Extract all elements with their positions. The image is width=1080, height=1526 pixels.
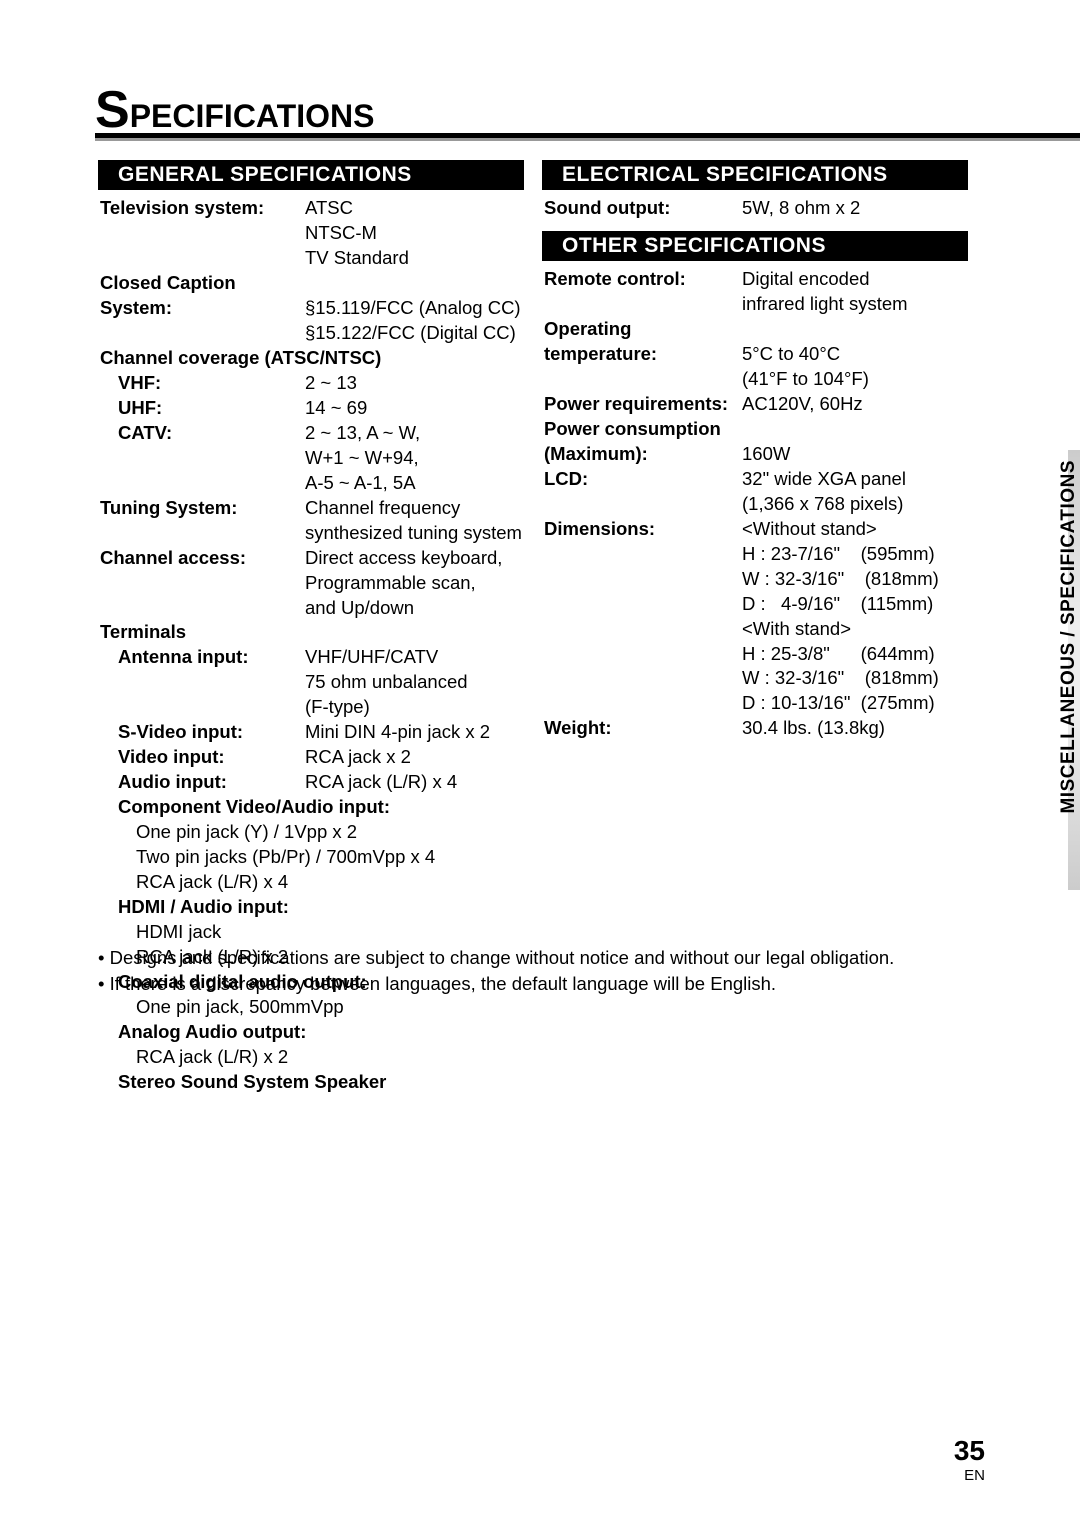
access-v1: Direct access keyboard, bbox=[305, 546, 522, 571]
coverage-label: Channel coverage (ATSC/NTSC) bbox=[100, 346, 522, 371]
uhf-label: UHF: bbox=[118, 396, 305, 421]
catv-v1: 2 ~ 13, A ~ W, bbox=[305, 421, 522, 446]
dim-w: <With stand> bbox=[742, 617, 966, 642]
page-number-block: 35 EN bbox=[954, 1435, 985, 1484]
component-label: Component Video/Audio input: bbox=[100, 795, 522, 820]
catv-v3: A-5 ~ A-1, 5A bbox=[305, 471, 522, 496]
dim-wo-w: W : 32-3/16" (818mm) bbox=[742, 567, 966, 592]
audio-label: Audio input: bbox=[118, 770, 305, 795]
hdmi-v1: HDMI jack bbox=[100, 920, 522, 945]
dim-wo-h: H : 23-7/16" (595mm) bbox=[742, 542, 966, 567]
catv-v2: W+1 ~ W+94, bbox=[305, 446, 522, 471]
note-2: • If there is a discrepancy between lang… bbox=[98, 971, 968, 997]
weight-label: Weight: bbox=[544, 716, 742, 741]
optemp-v2: (41°F to 104°F) bbox=[742, 367, 966, 392]
tv-system-v3: TV Standard bbox=[305, 246, 522, 271]
cc-v2: §15.122/FCC (Digital CC) bbox=[305, 321, 522, 346]
tv-system-v2: NTSC-M bbox=[305, 221, 522, 246]
hdmi-label: HDMI / Audio input: bbox=[100, 895, 522, 920]
vhf-label: VHF: bbox=[118, 371, 305, 396]
dim-w-d: D : 10-13/16" (275mm) bbox=[742, 691, 966, 716]
other-body: Remote control:Digital encoded infrared … bbox=[542, 267, 968, 751]
antenna-v2: 75 ohm unbalanced bbox=[305, 670, 522, 695]
side-tab: MISCELLANEOUS / SPECIFICATIONS bbox=[1058, 460, 1080, 814]
remote-v1: Digital encoded bbox=[742, 267, 966, 292]
antenna-label: Antenna input: bbox=[118, 645, 305, 670]
header-electrical: ELECTRICAL SPECIFICATIONS bbox=[542, 160, 968, 190]
svideo-label: S-Video input: bbox=[118, 720, 305, 745]
access-v3: and Up/down bbox=[305, 596, 522, 621]
tuning-v2: synthesized tuning system bbox=[305, 521, 522, 546]
dim-wo-d: D : 4-9/16" (115mm) bbox=[742, 592, 966, 617]
note-1: • Designs and specifications are subject… bbox=[98, 945, 968, 971]
header-other: OTHER SPECIFICATIONS bbox=[542, 231, 968, 261]
dim-wo: <Without stand> bbox=[742, 517, 966, 542]
vhf-val: 2 ~ 13 bbox=[305, 371, 522, 396]
cc-label2: System: bbox=[100, 296, 305, 321]
tv-system-v1: ATSC bbox=[305, 196, 522, 221]
component-v2: Two pin jacks (Pb/Pr) / 700mVpp x 4 bbox=[100, 845, 522, 870]
terminals-label: Terminals bbox=[100, 620, 522, 645]
analog-label: Analog Audio output: bbox=[100, 1020, 522, 1045]
tuning-label: Tuning System: bbox=[100, 496, 305, 521]
lcd-v2: (1,366 x 768 pixels) bbox=[742, 492, 966, 517]
video-val: RCA jack x 2 bbox=[305, 745, 522, 770]
access-label: Channel access: bbox=[100, 546, 305, 571]
page-title: SPECIFICATIONS bbox=[95, 80, 374, 140]
page-lang: EN bbox=[954, 1467, 985, 1484]
title-rest: PECIFICATIONS bbox=[130, 98, 375, 134]
power-req-val: AC120V, 60Hz bbox=[742, 392, 966, 417]
lcd-v1: 32" wide XGA panel bbox=[742, 467, 966, 492]
antenna-v3: (F-type) bbox=[305, 695, 522, 720]
stereo-label: Stereo Sound System Speaker bbox=[100, 1070, 522, 1095]
dim-w-w: W : 32-3/16" (818mm) bbox=[742, 666, 966, 691]
dim-w-h: H : 25-3/8" (644mm) bbox=[742, 642, 966, 667]
uhf-val: 14 ~ 69 bbox=[305, 396, 522, 421]
sound-val: 5W, 8 ohm x 2 bbox=[742, 196, 966, 221]
optemp-v1: 5°C to 40°C bbox=[742, 342, 966, 367]
remote-label: Remote control: bbox=[544, 267, 742, 292]
tuning-v1: Channel frequency bbox=[305, 496, 522, 521]
svideo-val: Mini DIN 4-pin jack x 2 bbox=[305, 720, 522, 745]
page-number: 35 bbox=[954, 1435, 985, 1466]
coax-v1: One pin jack, 500mmVpp bbox=[100, 995, 522, 1020]
antenna-v1: VHF/UHF/CATV bbox=[305, 645, 522, 670]
dim-label: Dimensions: bbox=[544, 517, 742, 542]
component-v3: RCA jack (L/R) x 4 bbox=[100, 870, 522, 895]
audio-val: RCA jack (L/R) x 4 bbox=[305, 770, 522, 795]
power-cons-val: 160W bbox=[742, 442, 966, 467]
cc-v1: §15.119/FCC (Analog CC) bbox=[305, 296, 522, 321]
access-v2: Programmable scan, bbox=[305, 571, 522, 596]
power-req-label: Power requirements: bbox=[544, 392, 742, 417]
optemp-label1: Operating bbox=[544, 317, 966, 342]
catv-label: CATV: bbox=[118, 421, 305, 446]
title-big-s: S bbox=[95, 81, 130, 139]
optemp-label2: temperature: bbox=[544, 342, 742, 367]
video-label: Video input: bbox=[118, 745, 305, 770]
tv-system-label: Television system: bbox=[100, 196, 305, 221]
electrical-body: Sound output:5W, 8 ohm x 2 bbox=[542, 196, 968, 231]
lcd-label: LCD: bbox=[544, 467, 742, 492]
sound-label: Sound output: bbox=[544, 196, 742, 221]
header-general: GENERAL SPECIFICATIONS bbox=[98, 160, 524, 190]
weight-val: 30.4 lbs. (13.8kg) bbox=[742, 716, 966, 741]
power-cons-label1: Power consumption bbox=[544, 417, 966, 442]
notes: • Designs and specifications are subject… bbox=[98, 945, 968, 997]
analog-v1: RCA jack (L/R) x 2 bbox=[100, 1045, 522, 1070]
component-v1: One pin jack (Y) / 1Vpp x 2 bbox=[100, 820, 522, 845]
title-rule-gray bbox=[95, 138, 1080, 141]
cc-label1: Closed Caption bbox=[100, 271, 522, 296]
remote-v2: infrared light system bbox=[742, 292, 966, 317]
power-cons-label2: (Maximum): bbox=[544, 442, 742, 467]
